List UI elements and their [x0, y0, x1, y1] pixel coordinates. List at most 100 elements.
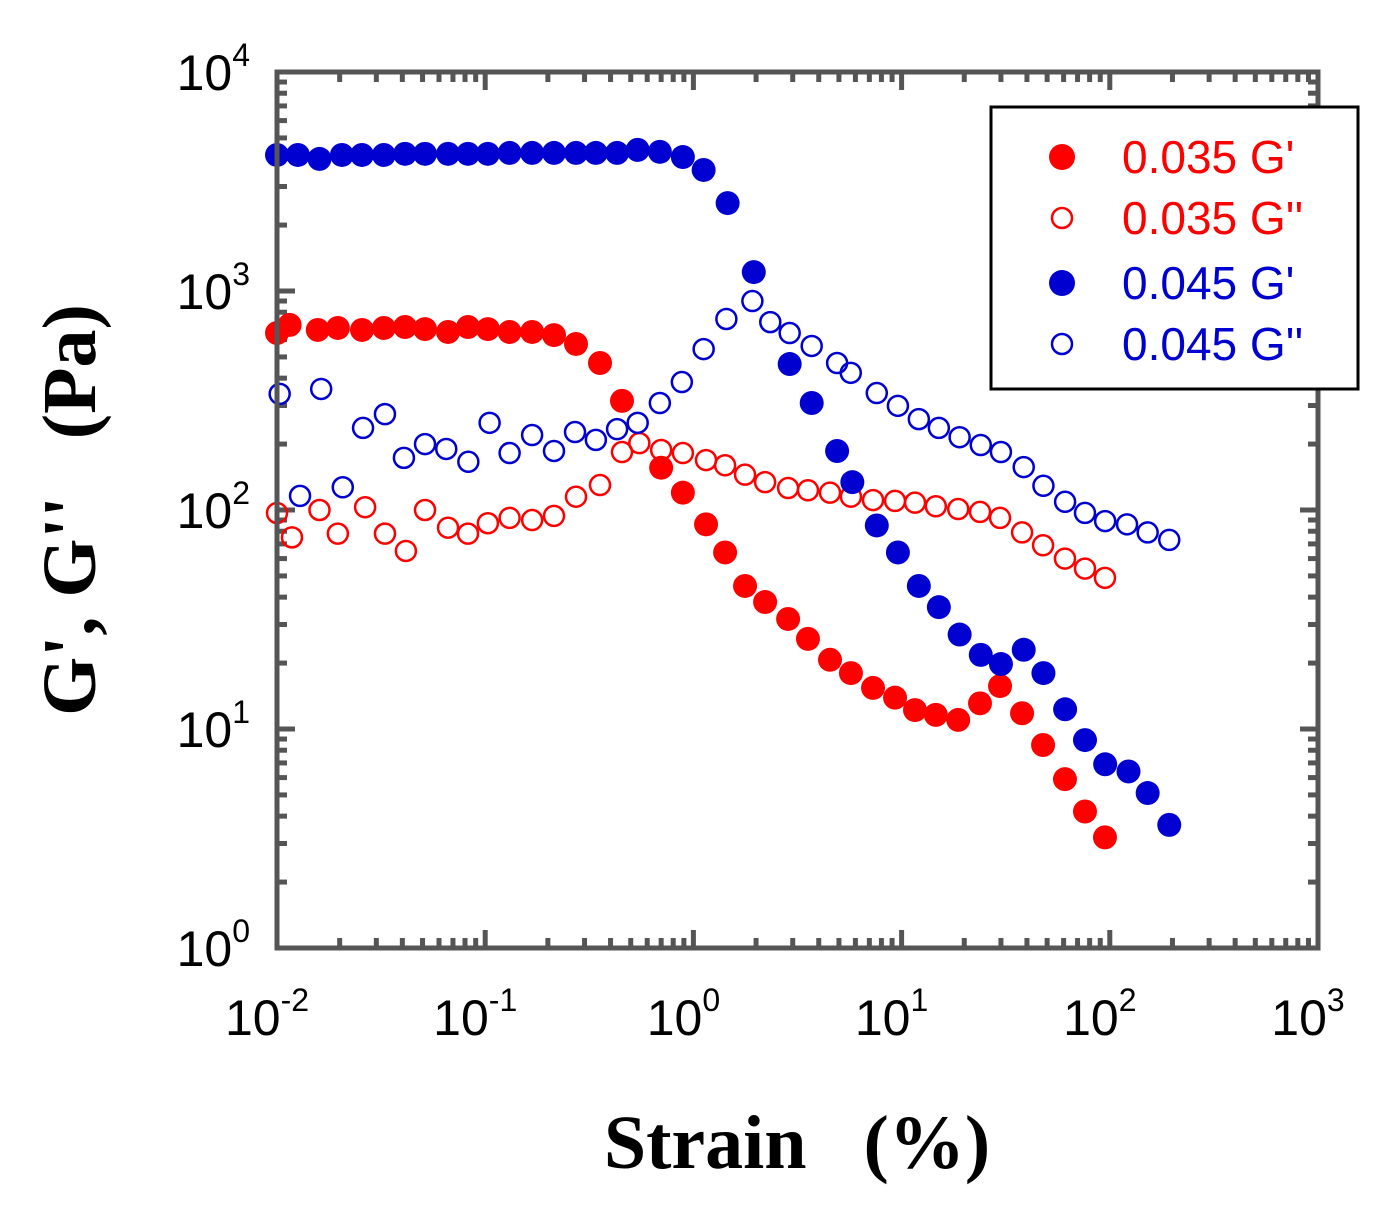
data-point	[800, 334, 823, 358]
data-point	[520, 140, 545, 165]
data-point	[907, 407, 931, 431]
data-point	[777, 352, 802, 377]
legend-label: 0.035 G''	[1122, 192, 1303, 244]
data-point	[670, 145, 695, 170]
data-point	[564, 140, 589, 165]
data-point	[625, 137, 650, 162]
data-point	[715, 307, 738, 331]
data-point	[285, 142, 310, 167]
data-point	[968, 642, 993, 667]
y-tick-label: 103	[177, 256, 250, 320]
data-point	[733, 463, 757, 486]
data-point	[927, 416, 951, 440]
data-point	[456, 522, 480, 545]
legend-marker	[1049, 144, 1075, 170]
data-point	[351, 416, 375, 440]
data-point	[413, 317, 438, 342]
series-1	[265, 431, 1117, 590]
data-point	[1073, 501, 1097, 525]
data-point	[883, 685, 908, 710]
data-point	[609, 388, 634, 413]
data-point	[776, 476, 800, 500]
data-point	[1116, 759, 1141, 784]
data-point	[1135, 781, 1160, 806]
data-point	[497, 319, 522, 344]
y-tick-label: 101	[177, 694, 250, 758]
data-point	[1032, 474, 1055, 498]
data-point	[1115, 513, 1139, 536]
data-point	[692, 337, 715, 361]
data-point	[1031, 661, 1056, 686]
data-point	[371, 142, 396, 167]
data-point	[564, 331, 589, 356]
legend-marker	[1050, 206, 1074, 230]
data-point	[309, 377, 333, 401]
data-point	[838, 661, 863, 686]
data-point	[626, 411, 649, 435]
data-point	[923, 702, 948, 727]
legend-marker	[1050, 332, 1074, 356]
x-tick-label: 102	[1063, 982, 1136, 1046]
data-point	[305, 317, 330, 342]
data-point	[647, 139, 672, 164]
data-point	[818, 481, 842, 504]
data-point	[542, 504, 566, 528]
data-point	[694, 448, 718, 472]
data-point	[741, 260, 766, 285]
data-point	[713, 540, 738, 565]
data-point	[563, 420, 587, 444]
data-point	[307, 146, 332, 171]
data-point	[649, 455, 674, 480]
data-point	[476, 511, 500, 535]
data-point	[1092, 825, 1117, 850]
data-point	[1012, 455, 1035, 479]
data-point	[268, 382, 291, 406]
data-point	[436, 141, 461, 166]
data-point	[1072, 799, 1097, 824]
x-axis-title: Strain (%)	[604, 1101, 990, 1185]
data-point	[1073, 557, 1097, 580]
data-point	[308, 498, 331, 522]
x-tick-label: 101	[855, 982, 928, 1046]
data-point	[331, 476, 355, 499]
data-point	[753, 590, 778, 615]
data-point	[610, 440, 634, 464]
data-point	[713, 454, 737, 477]
data-point	[989, 440, 1013, 464]
data-point	[988, 652, 1013, 677]
data-point	[885, 540, 910, 565]
data-point	[795, 626, 820, 651]
data-point	[373, 402, 397, 426]
data-point	[861, 488, 885, 512]
data-point	[1031, 534, 1055, 557]
data-point	[605, 140, 630, 165]
y-tick-label: 104	[177, 37, 250, 101]
data-point	[926, 595, 951, 620]
data-point	[1157, 812, 1182, 837]
x-tick-label: 10-2	[225, 982, 309, 1046]
data-point	[924, 495, 948, 518]
data-point	[839, 361, 863, 385]
x-tick-label: 100	[647, 982, 720, 1046]
data-point	[325, 315, 350, 340]
data-point	[1010, 701, 1035, 726]
data-point	[670, 480, 695, 505]
data-point	[1010, 521, 1034, 544]
data-point	[541, 140, 566, 165]
data-point	[520, 319, 545, 344]
data-point	[584, 428, 608, 452]
data-point	[498, 441, 521, 465]
data-point	[741, 289, 764, 313]
legend-label: 0.045 G'	[1122, 257, 1294, 309]
data-point	[825, 438, 850, 463]
data-point	[456, 314, 481, 339]
data-point	[1093, 752, 1118, 777]
data-point	[988, 674, 1013, 699]
data-point	[277, 312, 302, 337]
data-point	[969, 433, 993, 457]
data-point	[648, 391, 672, 415]
data-point	[883, 489, 907, 513]
data-point	[413, 432, 437, 456]
data-point	[1093, 566, 1117, 590]
data-point	[694, 512, 719, 537]
